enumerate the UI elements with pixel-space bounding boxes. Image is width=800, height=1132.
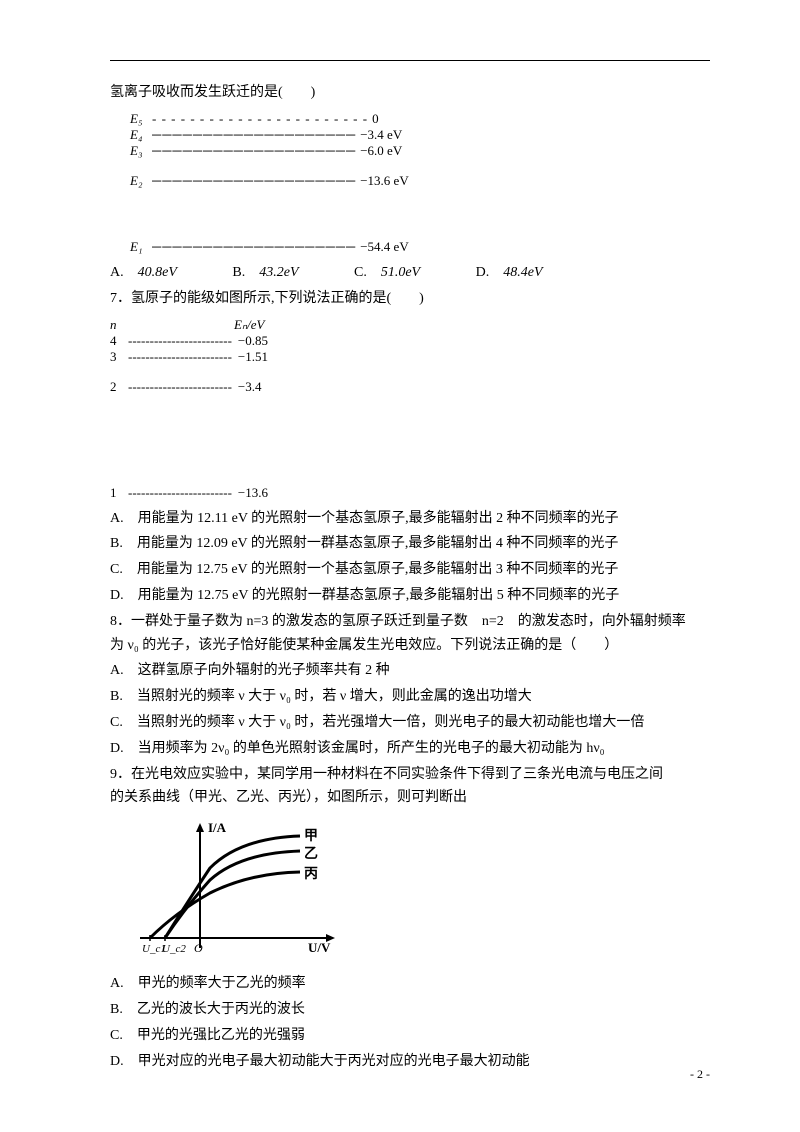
q7-options: A. 用能量为 12.11 eV 的光照射一个基态氢原子,最多能辐射出 2 种不… — [110, 507, 710, 608]
option-b: B. 当照射光的频率 ν 大于 ν₀ 时，若 ν 增大，则此金属的逸出功增大 — [110, 685, 710, 709]
d2-val: −1.51 — [238, 349, 268, 365]
q7-stem: 7．氢原子的能级如图所示,下列说法正确的是( ) — [110, 287, 710, 311]
option-a: A. 这群氢原子向外辐射的光子频率共有 2 种 — [110, 659, 710, 683]
level-label: E₃ — [130, 143, 152, 159]
x-tick-2: U_c2 — [162, 943, 186, 955]
option-a: A. 甲光的频率大于乙光的频率 — [110, 972, 710, 996]
level-dots: ──────────────────── — [152, 239, 356, 255]
option-c: C. 当照射光的频率 ν 大于 ν₀ 时，若光强增大一倍，则光电子的最大初动能也… — [110, 711, 710, 735]
level-value: −13.6 eV — [360, 173, 409, 189]
level-label: E₁ — [130, 239, 152, 255]
page-number: - 2 - — [690, 1067, 710, 1082]
d2-dots: ------------------------ — [128, 485, 232, 501]
curve-label-3: 丙 — [304, 866, 318, 882]
x-axis-label: U/V — [308, 940, 331, 955]
q6-stem: 氢离子吸收而发生跃迁的是( ) — [110, 81, 710, 105]
page: 氢离子吸收而发生跃迁的是( ) E₅- - - - - - - - - - - … — [0, 0, 800, 1132]
d2-val: −13.6 — [238, 485, 268, 501]
level-dots: ──────────────────── — [152, 127, 356, 143]
option-b: B. 乙光的波长大于丙光的波长 — [110, 998, 710, 1022]
q9-options: A. 甲光的频率大于乙光的频率 B. 乙光的波长大于丙光的波长 C. 甲光的光强… — [110, 972, 710, 1073]
option-c: C. 用能量为 12.75 eV 的光照射一个基态氢原子,最多能辐射出 3 种不… — [110, 558, 710, 582]
d2-n: 2 — [110, 379, 128, 395]
option-a: A. 用能量为 12.11 eV 的光照射一个基态氢原子,最多能辐射出 2 种不… — [110, 507, 710, 531]
level-value: −3.4 eV — [360, 127, 402, 143]
q8-options: A. 这群氢原子向外辐射的光子频率共有 2 种 B. 当照射光的频率 ν 大于 … — [110, 659, 710, 760]
d2-head-e: Eₙ/eV — [234, 317, 264, 333]
curve-label-1: 甲 — [304, 828, 318, 844]
d2-val: −3.4 — [238, 379, 262, 395]
option-c: C. 51.0eV — [354, 265, 446, 280]
q9-line2: 的关系曲线（甲光、乙光、丙光），如图所示，则可判断出 — [110, 786, 710, 810]
q9-line1: 9．在光电效应实验中，某同学用一种材料在不同实验条件下得到了三条光电流与电压之间 — [110, 763, 710, 787]
option-c: C. 甲光的光强比乙光的光强弱 — [110, 1024, 710, 1048]
origin-label: O — [194, 941, 203, 955]
level-value: 0 — [372, 111, 379, 127]
option-d: D. 甲光对应的光电子最大初动能大于丙光对应的光电子最大初动能 — [110, 1050, 710, 1074]
option-d: D. 用能量为 12.75 eV 的光照射一群基态氢原子,最多能辐射出 5 种不… — [110, 584, 710, 608]
d2-n: 1 — [110, 485, 128, 501]
level-value: −6.0 eV — [360, 143, 402, 159]
energy-diagram-2: n Eₙ/eV 4------------------------−0.85 3… — [110, 317, 710, 501]
option-b: B. 用能量为 12.09 eV 的光照射一群基态氢原子,最多能辐射出 4 种不… — [110, 532, 710, 556]
level-label: E₂ — [130, 173, 152, 189]
level-dots: - - - - - - - - - - - - - - - - - - - - … — [152, 111, 368, 127]
level-dots: ──────────────────── — [152, 143, 356, 159]
d2-n: 3 — [110, 349, 128, 365]
d2-val: −0.85 — [238, 333, 268, 349]
option-d: D. 48.4eV — [476, 265, 569, 280]
d2-dots: ------------------------ — [128, 379, 232, 395]
d2-dots: ------------------------ — [128, 349, 232, 365]
d2-dots: ------------------------ — [128, 333, 232, 349]
option-a: A. 40.8eV — [110, 265, 203, 280]
y-axis-label: I/A — [208, 820, 227, 835]
top-rule — [110, 60, 710, 61]
d2-n: 4 — [110, 333, 128, 349]
q8-line2: 为 ν₀ 的光子，该光子恰好能使某种金属发生光电效应。下列说法正确的是（ ） — [110, 634, 710, 658]
option-b: B. 43.2eV — [232, 265, 324, 280]
q6-options: A. 40.8eV B. 43.2eV C. 51.0eV D. 48.4eV — [110, 261, 710, 281]
level-label: E₅ — [130, 111, 152, 127]
d2-head-n: n — [110, 317, 134, 333]
option-d: D. 当用频率为 2ν₀ 的单色光照射该金属时，所产生的光电子的最大初动能为 h… — [110, 737, 710, 761]
iv-chart: I/A U/V 甲 乙 丙 U_c1 U_c2 O — [130, 818, 710, 968]
curve-label-2: 乙 — [304, 846, 318, 862]
q8-line1: 8．一群处于量子数为 n=3 的激发态的氢原子跃迁到量子数 n=2 的激发态时，… — [110, 610, 710, 634]
energy-diagram-1: E₅- - - - - - - - - - - - - - - - - - - … — [130, 111, 710, 255]
level-dots: ──────────────────── — [152, 173, 356, 189]
level-label: E₄ — [130, 127, 152, 143]
level-value: −54.4 eV — [360, 239, 409, 255]
